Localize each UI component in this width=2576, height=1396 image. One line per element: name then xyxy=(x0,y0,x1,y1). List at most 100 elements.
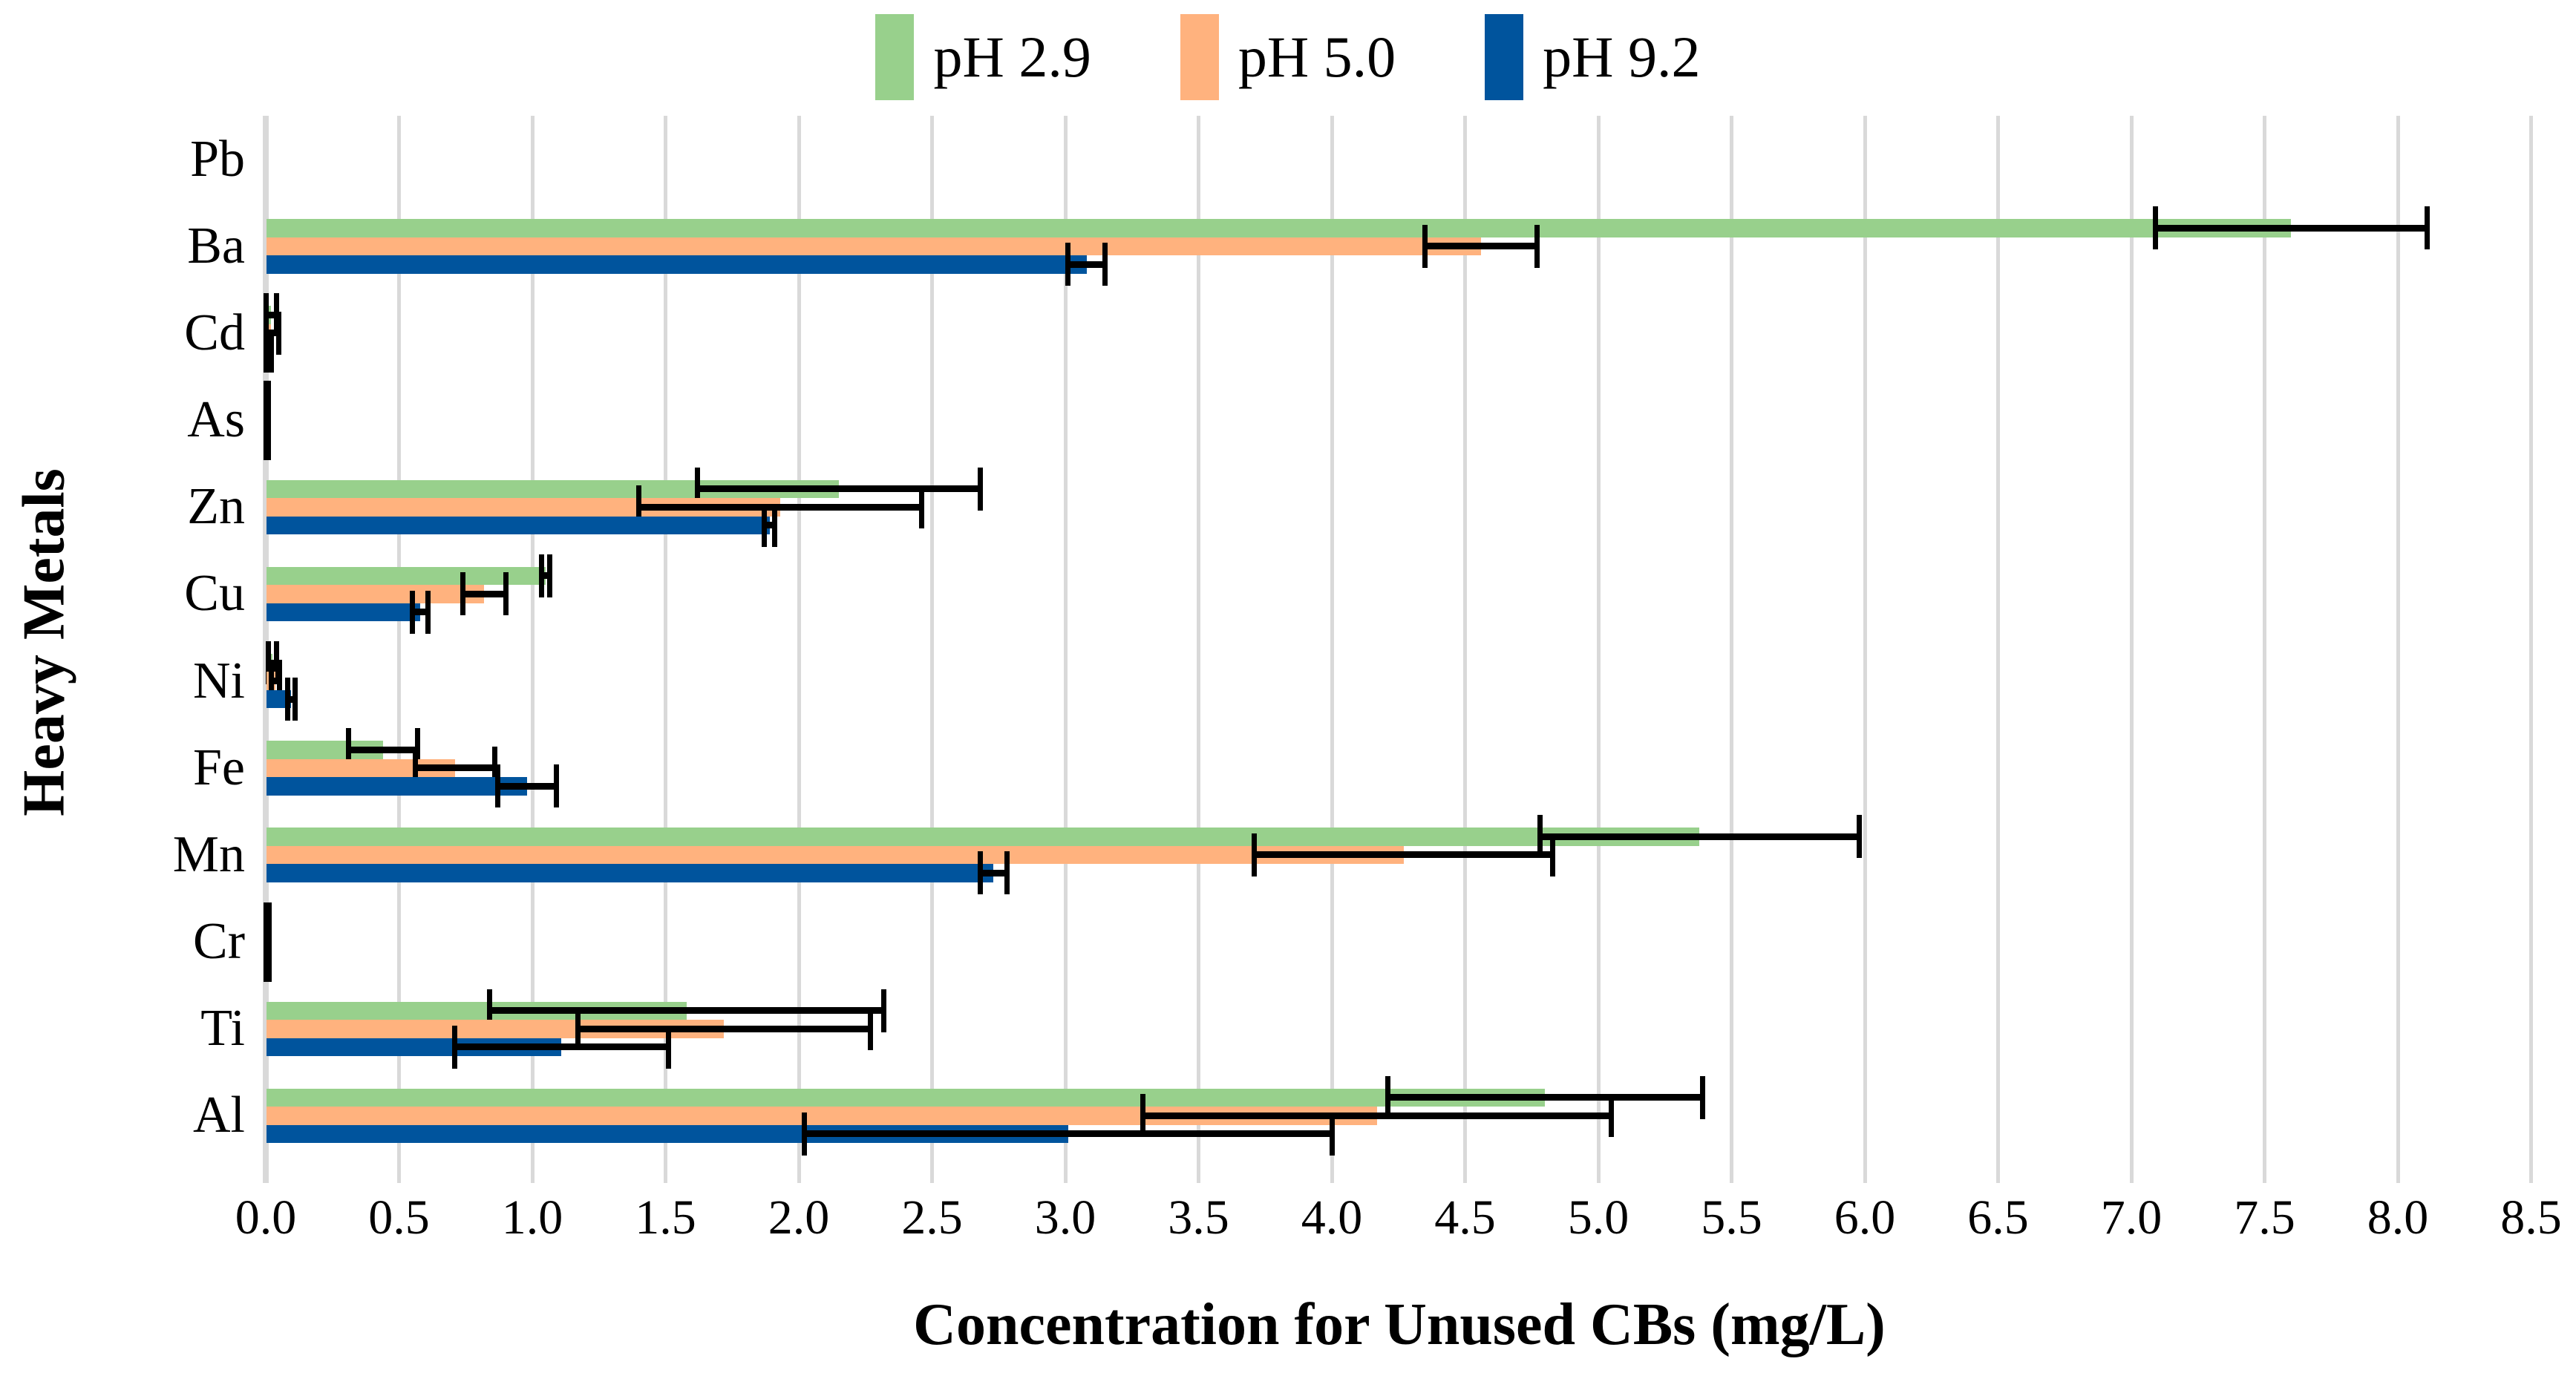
error-bar-line xyxy=(266,347,272,355)
x-axis-tick xyxy=(1463,1159,1467,1183)
gridline xyxy=(1596,116,1601,1159)
error-bar-cap-right xyxy=(277,659,283,703)
bar-mn-ph-2.9 xyxy=(267,828,1700,846)
x-axis-tick xyxy=(1197,1159,1200,1183)
error-bar-cap-right xyxy=(503,572,509,616)
error-bar-line xyxy=(541,572,550,580)
error-bar-line xyxy=(271,678,280,685)
error-bar-cap-right xyxy=(1329,1112,1335,1156)
error-bar-cap-right xyxy=(553,764,559,808)
gridline xyxy=(1330,116,1334,1159)
category-label-fe: Fe xyxy=(193,738,245,796)
error-bar-cap-right xyxy=(868,1007,874,1051)
error-bar-cap-right xyxy=(276,311,282,355)
category-label-pb: Pb xyxy=(190,130,245,188)
x-tick-label: 8.0 xyxy=(2367,1190,2429,1245)
gridline xyxy=(1863,116,1867,1159)
error-bar-cap-left xyxy=(266,641,272,685)
x-tick-label: 8.5 xyxy=(2500,1190,2562,1245)
gridline xyxy=(664,116,667,1159)
category-label-cd: Cd xyxy=(184,304,245,361)
x-axis-tick xyxy=(1730,1159,1733,1183)
bar-zn-ph-9.2 xyxy=(267,516,770,534)
error-bar-line xyxy=(1425,243,1537,250)
category-label-ba: Ba xyxy=(187,217,245,275)
bar-cu-ph-2.9 xyxy=(267,566,546,586)
error-bar-cap-right xyxy=(415,728,421,772)
error-bar-cap-left xyxy=(2152,206,2158,250)
gridline xyxy=(797,116,801,1159)
legend-label: pH 2.9 xyxy=(933,24,1091,89)
x-tick-label: 7.5 xyxy=(2234,1190,2295,1245)
x-tick-label: 1.5 xyxy=(635,1190,696,1245)
error-bar-cap-left xyxy=(263,416,269,460)
error-bar-line xyxy=(1540,833,1860,840)
category-label-zn: Zn xyxy=(187,478,245,536)
gridline xyxy=(2263,116,2266,1159)
error-bar-line xyxy=(980,869,1007,876)
error-bar-cap-right xyxy=(977,467,983,511)
error-bar-line xyxy=(2155,224,2428,232)
x-tick-label: 5.5 xyxy=(1701,1190,1762,1245)
error-bar-cap-left xyxy=(487,989,493,1032)
category-label-mn: Mn xyxy=(172,825,245,883)
x-axis-tick xyxy=(797,1159,801,1183)
error-bar-cap-right xyxy=(772,503,778,547)
error-bar-cap-right xyxy=(1534,224,1540,268)
error-bar-line xyxy=(1142,1112,1612,1119)
error-bar-line xyxy=(462,590,506,597)
error-bar-line xyxy=(804,1130,1332,1138)
error-bar-cap-left xyxy=(345,728,351,772)
gridline xyxy=(2529,116,2533,1159)
error-bar-cap-right xyxy=(425,590,431,634)
gridline xyxy=(1063,116,1068,1159)
gridline xyxy=(1197,116,1200,1159)
error-bar-cap-right xyxy=(665,1025,671,1069)
error-bar-line xyxy=(489,1007,884,1015)
category-label-as: As xyxy=(187,391,245,449)
x-tick-label: 0.0 xyxy=(235,1190,297,1245)
error-bar-cap-right xyxy=(1699,1075,1705,1119)
error-bar-cap-right xyxy=(881,989,887,1032)
x-tick-label: 5.0 xyxy=(1567,1190,1629,1245)
gridline xyxy=(263,116,269,1159)
category-label-ni: Ni xyxy=(193,652,245,710)
x-tick-label: 1.0 xyxy=(501,1190,563,1245)
error-bar-cap-left xyxy=(977,851,983,895)
chart-legend: pH 2.9 pH 5.0 pH 9.2 xyxy=(0,9,2576,105)
gridline xyxy=(2396,116,2400,1159)
legend-label: pH 5.0 xyxy=(1238,24,1396,89)
gridline xyxy=(1996,116,2000,1159)
gridline xyxy=(530,116,535,1159)
error-bar-cap-right xyxy=(492,746,498,790)
error-bar-line xyxy=(415,764,495,772)
x-axis-tick xyxy=(1596,1159,1601,1183)
gridline xyxy=(397,116,401,1159)
error-bar-cap-right xyxy=(268,330,274,373)
bar-cu-ph-5.0 xyxy=(267,585,485,603)
error-bar-cap-left xyxy=(412,746,418,790)
legend-item-ph-5.0: pH 5.0 xyxy=(1180,14,1396,100)
bar-al-ph-2.9 xyxy=(267,1088,1546,1107)
bar-fe-ph-9.2 xyxy=(267,777,527,796)
x-axis-tick xyxy=(2263,1159,2266,1183)
x-tick-label: 6.5 xyxy=(1967,1190,2029,1245)
x-axis-title: Concentration for Unused CBs (mg/L) xyxy=(913,1292,1886,1357)
error-bar-cap-left xyxy=(494,764,500,808)
gridline xyxy=(1463,116,1467,1159)
x-tick-label: 3.0 xyxy=(1034,1190,1096,1245)
error-bar-cap-right xyxy=(273,293,279,337)
error-bar-cap-left xyxy=(1385,1075,1390,1119)
error-bar-cap-left xyxy=(1537,815,1543,859)
error-bar-line xyxy=(348,746,418,753)
error-bar-line xyxy=(697,485,981,493)
error-bar-line xyxy=(1387,1094,1702,1101)
bar-mn-ph-9.2 xyxy=(267,864,994,882)
error-bar-line xyxy=(638,503,922,511)
error-bar-line xyxy=(1068,260,1105,268)
gridline xyxy=(930,116,934,1159)
x-tick-label: 7.0 xyxy=(2100,1190,2163,1245)
legend-swatch-icon xyxy=(1180,14,1219,100)
legend-swatch-icon xyxy=(875,14,915,100)
